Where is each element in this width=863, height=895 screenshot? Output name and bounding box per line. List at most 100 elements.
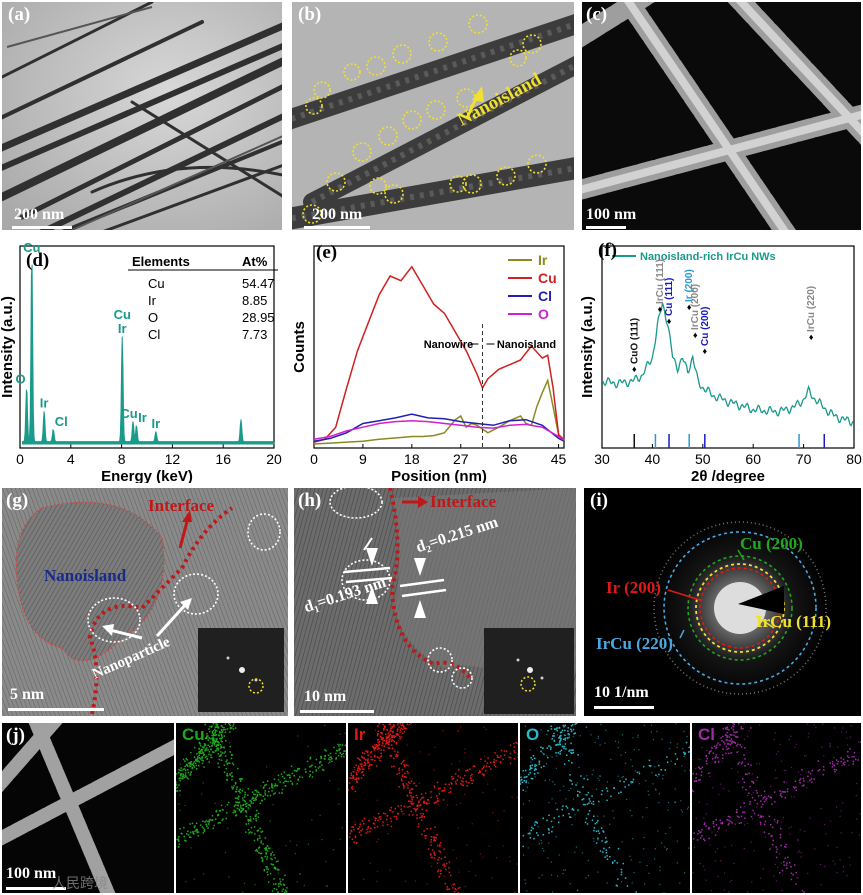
- map-noise-pixel: [460, 726, 462, 728]
- map-pixel: [231, 762, 234, 764]
- map-pixel: [493, 758, 495, 761]
- map-pixel: [555, 752, 557, 754]
- map-pixel: [372, 746, 374, 748]
- map-noise-pixel: [376, 799, 378, 801]
- map-pixel: [563, 745, 566, 748]
- map-noise-pixel: [738, 782, 740, 784]
- map-noise-pixel: [575, 846, 577, 848]
- map-pixel: [407, 800, 410, 802]
- map-pixel: [833, 768, 836, 771]
- map-pixel: [275, 867, 277, 870]
- map-pixel: [693, 832, 695, 834]
- map-pixel: [255, 813, 257, 816]
- map-noise-pixel: [657, 830, 659, 832]
- map-pixel: [642, 765, 645, 768]
- map-pixel: [377, 819, 379, 822]
- map-pixel: [751, 796, 754, 799]
- map-pixel: [185, 840, 187, 842]
- map-pixel: [396, 818, 398, 821]
- map-pixel: [425, 809, 428, 812]
- map-pixel: [711, 747, 713, 749]
- o-map-label: O: [526, 725, 540, 744]
- map-pixel: [459, 776, 462, 779]
- map-pixel: [454, 888, 456, 890]
- map-noise-pixel: [859, 813, 861, 815]
- map-pixel: [523, 780, 525, 782]
- map-pixel: [529, 767, 532, 770]
- map-noise-pixel: [648, 872, 650, 874]
- map-pixel: [407, 806, 409, 808]
- map-pixel: [744, 747, 746, 749]
- map-noise-pixel: [548, 842, 550, 844]
- map-noise-pixel: [319, 814, 321, 816]
- map-pixel: [564, 737, 566, 739]
- map-pixel: [394, 735, 397, 738]
- map-pixel: [799, 782, 801, 784]
- map-pixel: [750, 815, 753, 818]
- map-pixel: [296, 783, 298, 785]
- map-pixel: [803, 784, 805, 786]
- map-noise-pixel: [790, 766, 793, 769]
- map-pixel: [289, 776, 291, 779]
- map-noise-pixel: [529, 749, 531, 751]
- map-pixel: [448, 861, 451, 863]
- map-pixel: [264, 784, 266, 787]
- map-pixel: [237, 802, 240, 804]
- map-pixel: [439, 851, 442, 853]
- map-pixel: [770, 824, 772, 826]
- map-pixel: [437, 844, 439, 847]
- map-pixel: [216, 724, 218, 727]
- map-pixel: [695, 777, 697, 779]
- map-pixel: [315, 758, 318, 761]
- map-pixel: [219, 743, 222, 746]
- map-pixel: [764, 820, 767, 823]
- map-pixel: [389, 733, 392, 736]
- map-noise-pixel: [743, 723, 745, 725]
- map-pixel: [473, 765, 476, 768]
- map-noise-pixel: [786, 781, 788, 783]
- map-pixel: [247, 788, 250, 790]
- table-value: 8.85: [242, 293, 267, 308]
- map-pixel: [193, 764, 195, 767]
- map-pixel: [217, 726, 220, 728]
- map-pixel: [692, 790, 695, 793]
- map-pixel: [327, 754, 330, 757]
- map-noise-pixel: [820, 807, 822, 810]
- map-pixel: [846, 760, 849, 762]
- map-pixel: [722, 757, 724, 760]
- map-pixel: [207, 749, 209, 751]
- nanoisland-annotation-e: Nanoisland: [497, 339, 556, 351]
- map-pixel: [243, 796, 246, 798]
- map-pixel: [547, 828, 550, 830]
- map-pixel: [447, 888, 449, 891]
- map-pixel: [195, 764, 198, 767]
- map-pixel: [235, 790, 238, 793]
- map-pixel: [379, 816, 381, 818]
- map-noise-pixel: [565, 798, 567, 800]
- map-pixel: [822, 774, 825, 776]
- map-pixel: [430, 836, 433, 838]
- map-pixel: [274, 792, 276, 794]
- map-pixel: [215, 809, 218, 812]
- map-pixel: [592, 803, 595, 806]
- map-pixel: [525, 780, 527, 782]
- map-pixel: [595, 830, 598, 833]
- map-noise-pixel: [776, 777, 778, 779]
- map-pixel: [783, 781, 785, 783]
- map-pixel: [213, 741, 215, 743]
- map-pixel: [191, 766, 194, 769]
- map-pixel: [848, 756, 850, 759]
- map-pixel: [731, 742, 733, 744]
- map-noise-pixel: [688, 847, 690, 849]
- map-noise-pixel: [203, 829, 205, 831]
- map-pixel: [494, 752, 496, 754]
- map-pixel: [198, 761, 200, 763]
- map-pixel: [311, 764, 313, 766]
- map-pixel: [254, 799, 256, 801]
- map-pixel: [209, 818, 212, 821]
- map-noise-pixel: [833, 727, 836, 729]
- map-noise-pixel: [785, 769, 787, 771]
- map-pixel: [480, 758, 482, 760]
- map-pixel: [249, 818, 252, 820]
- map-pixel: [319, 766, 321, 768]
